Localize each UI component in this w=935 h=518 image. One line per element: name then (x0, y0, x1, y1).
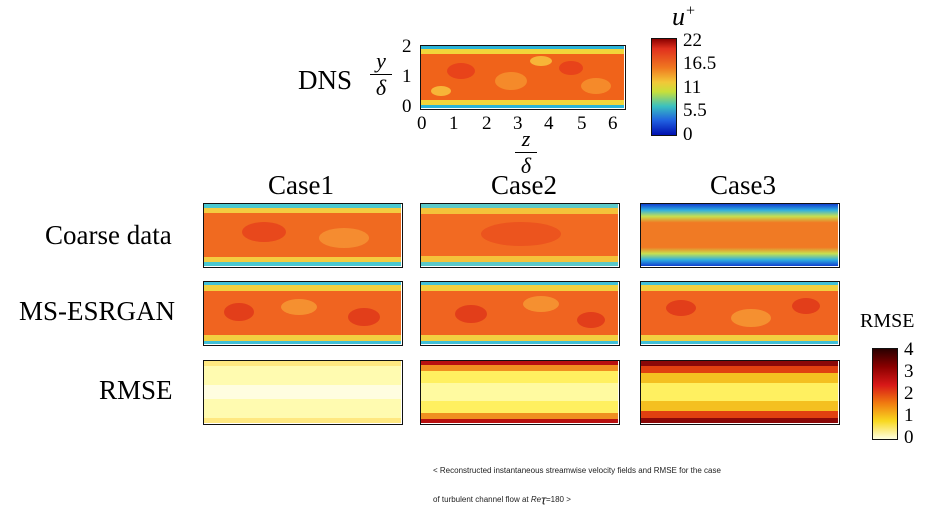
coarse-case1-plot (204, 204, 401, 266)
z-tick-2: 2 (482, 113, 492, 134)
dns-field-panel (420, 45, 626, 110)
rmse-case1-plot (204, 361, 401, 423)
coarse-case1-panel (203, 203, 403, 268)
z-axis-numerator: z (521, 126, 531, 151)
u-tick-16-5: 16.5 (683, 53, 717, 74)
column-header-case3: Case3 (710, 170, 776, 200)
rmse-tick-0: 0 (904, 427, 914, 448)
coarse-case3-plot (641, 204, 838, 266)
coarse-case3-panel (640, 203, 840, 268)
rmse-tick-1: 1 (904, 405, 914, 426)
z-tick-6: 6 (608, 113, 618, 134)
y-axis-denominator: δ (375, 75, 387, 100)
rmse-case3-plot (641, 361, 838, 423)
column-header-case1: Case1 (268, 170, 334, 200)
y-tick-0: 0 (402, 96, 412, 117)
caption-line-2-prefix: of turbulent channel flow at (433, 495, 531, 504)
msesrgan-case1-plot (204, 282, 401, 344)
z-axis-denominator: δ (520, 153, 532, 178)
y-axis-numerator: y (376, 48, 386, 73)
u-colorbar-title-sup: + (685, 2, 696, 20)
msesrgan-case2-plot (421, 282, 618, 344)
dns-label: DNS (298, 65, 353, 95)
rmse-tick-2: 2 (904, 383, 914, 404)
z-axis-label: z δ (515, 128, 537, 177)
msesrgan-case1-panel (203, 281, 403, 346)
z-tick-0: 0 (417, 113, 427, 134)
u-tick-22: 22 (683, 30, 702, 51)
msesrgan-case3-plot (641, 282, 838, 344)
u-colorbar-title-main: u (672, 2, 685, 31)
coarse-case2-panel (420, 203, 620, 268)
rmse-colorbar-title: RMSE (860, 310, 915, 332)
msesrgan-case2-panel (420, 281, 620, 346)
u-colorbar (651, 38, 677, 136)
z-tick-1: 1 (449, 113, 459, 134)
z-tick-5: 5 (577, 113, 587, 134)
rmse-case3-panel (640, 360, 840, 425)
rmse-tick-3: 3 (904, 361, 914, 382)
row-label-ms-esrgan: MS-ESRGAN (19, 296, 176, 326)
row-label-rmse: RMSE (99, 375, 173, 405)
caption-re-sub: τ (541, 492, 546, 508)
y-tick-2: 2 (402, 36, 412, 57)
y-tick-1: 1 (402, 66, 412, 87)
u-tick-0: 0 (683, 124, 693, 145)
column-header-case2: Case2 (491, 170, 557, 200)
row-label-coarse-data: Coarse data (45, 220, 172, 250)
coarse-case2-plot (421, 204, 618, 266)
caption-line-2: of turbulent channel flow at Reτ=180 > (433, 485, 933, 515)
caption-re-main: Re (530, 495, 542, 504)
caption-line-2-suffix: =180 > (545, 495, 571, 504)
z-tick-4: 4 (544, 113, 554, 134)
rmse-colorbar (872, 348, 898, 440)
caption-line-1: < Reconstructed instantaneous streamwise… (433, 466, 721, 475)
rmse-case2-panel (420, 360, 620, 425)
dns-field-plot (421, 46, 624, 108)
u-tick-11: 11 (683, 77, 702, 98)
u-colorbar-title: u+ (672, 2, 696, 32)
rmse-case2-plot (421, 361, 618, 423)
figure-caption: < Reconstructed instantaneous streamwise… (433, 456, 933, 515)
z-tick-3: 3 (513, 113, 523, 134)
rmse-case1-panel (203, 360, 403, 425)
u-tick-5-5: 5.5 (683, 100, 707, 121)
rmse-tick-4: 4 (904, 339, 914, 360)
y-axis-label: y δ (370, 50, 392, 99)
msesrgan-case3-panel (640, 281, 840, 346)
